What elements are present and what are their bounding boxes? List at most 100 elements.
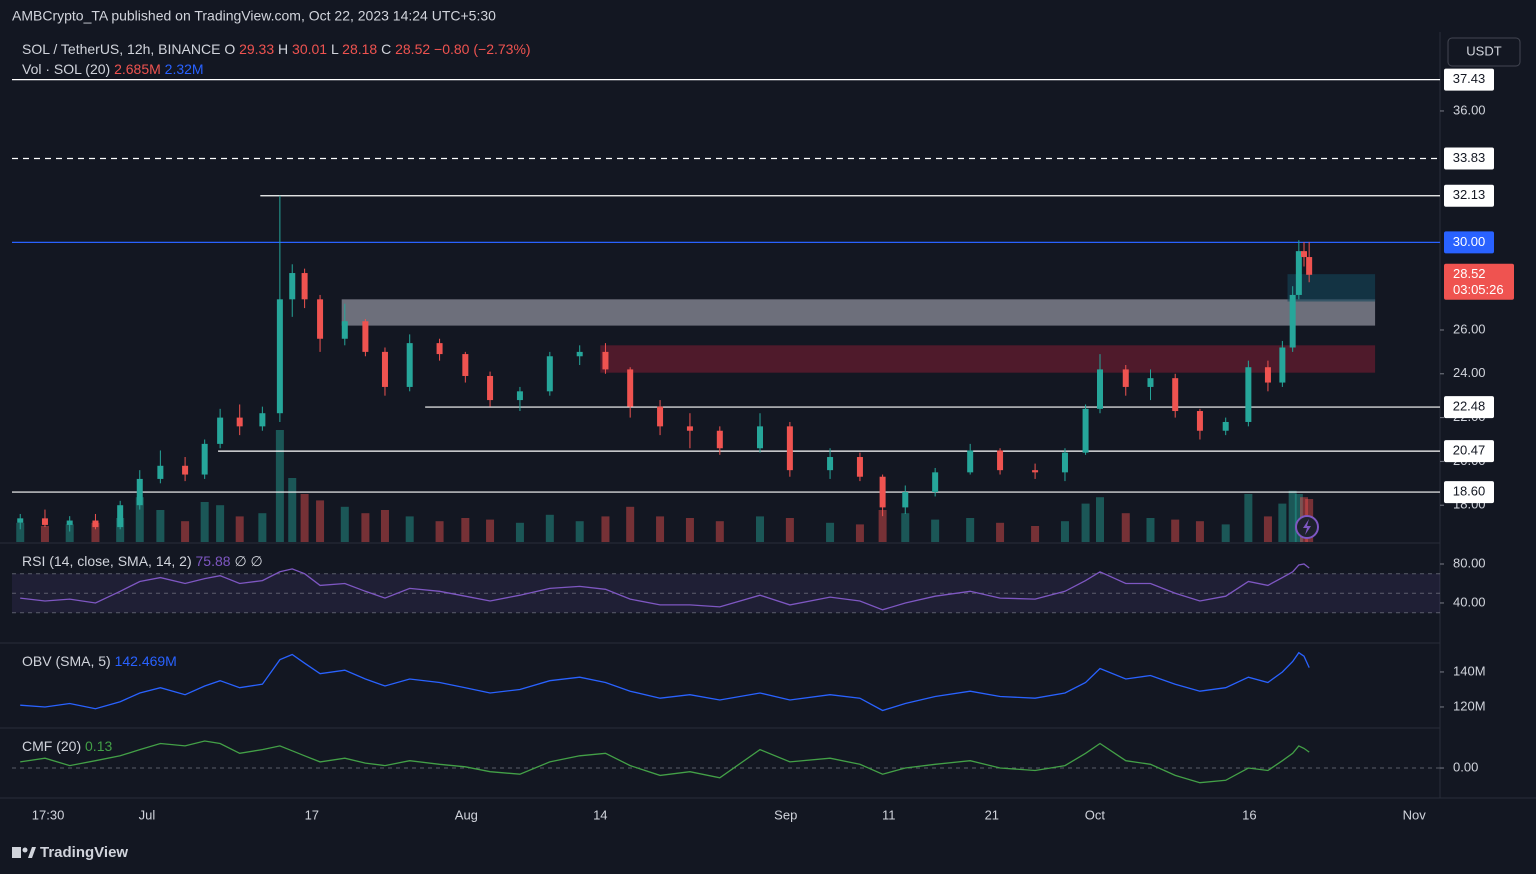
volume-bar: [685, 518, 694, 542]
time-tick-label: 16: [1242, 807, 1256, 822]
indicator-title: RSI (14, close, SMA, 14, 2): [22, 553, 192, 569]
volume-bar: [545, 514, 554, 542]
candle-body: [1301, 251, 1307, 258]
volume-bar: [931, 519, 940, 542]
volume-bar: [1031, 526, 1040, 542]
candle-body: [967, 450, 974, 473]
time-tick-label: Nov: [1403, 807, 1427, 822]
logo-mark: [12, 847, 21, 858]
candle-body: [786, 426, 793, 471]
volume-bar: [275, 430, 284, 542]
legend-line: RSI (14, close, SMA, 14, 2) 75.88 ∅ ∅: [22, 553, 263, 569]
candle-body: [41, 518, 48, 525]
candle-body: [301, 273, 308, 300]
currency-button-label[interactable]: USDT: [1466, 43, 1501, 58]
candle-body: [1122, 369, 1129, 387]
candle-body: [1222, 421, 1229, 431]
candle-body: [136, 478, 143, 506]
candle-body: [576, 351, 583, 357]
candle-body: [856, 457, 863, 477]
candle-body: [1082, 408, 1089, 453]
currency-button[interactable]: [1447, 37, 1521, 67]
candle-body: [1172, 378, 1179, 412]
volume-bar: [855, 524, 864, 542]
candle-body: [902, 492, 909, 508]
time-tick-label: Sep: [774, 807, 797, 822]
candle-body: [236, 417, 243, 427]
indicator-tick-label: 80.00: [1453, 555, 1486, 570]
level-label: 37.43: [1453, 71, 1486, 86]
volume-bar: [1278, 503, 1287, 542]
candle-body: [1279, 347, 1286, 383]
indicator-value: 75.88: [196, 553, 231, 569]
indicator-title: CMF (20): [22, 738, 81, 754]
zone: [341, 299, 1376, 326]
ohlc-label: O: [224, 41, 235, 57]
volume-bar: [361, 513, 370, 542]
indicator-line: [20, 740, 1310, 784]
volume-bar: [626, 506, 635, 542]
chart-layer: SOL / TetherUS, 12h, BINANCE O 29.33 H 3…: [12, 41, 1514, 822]
volume-bar: [316, 500, 325, 542]
candle-body: [157, 465, 164, 479]
last-price-label: 28.52: [1453, 266, 1486, 281]
ohlc-label: H: [278, 41, 288, 57]
level-label-box: [1444, 68, 1494, 91]
volume-bar: [1171, 519, 1180, 542]
volume-bar: [1096, 497, 1104, 542]
ohlc-value: 30.01: [292, 41, 327, 57]
candle-body: [381, 351, 388, 387]
volume-bar: [300, 494, 309, 542]
legend-line: OBV (SMA, 5) 142.469M: [22, 653, 177, 669]
candle-body: [1061, 452, 1068, 473]
level-label: 33.83: [1453, 150, 1486, 165]
volume-bar: [575, 521, 584, 542]
candle-body: [17, 518, 24, 523]
volume-bar: [200, 502, 209, 542]
indicator-tick-label: 40.00: [1453, 594, 1486, 609]
indicator-line: [20, 563, 1310, 611]
volume-bar: [181, 521, 190, 542]
volume-bar: [288, 478, 297, 542]
volume-bar: [461, 518, 470, 542]
volume-bar: [601, 516, 610, 542]
volume-bar: [1221, 524, 1230, 542]
candle-body: [686, 426, 693, 431]
zone: [1287, 274, 1376, 302]
legend-line: Vol · SOL (20) 2.685M 2.32M: [22, 61, 204, 77]
candle-body: [462, 354, 469, 376]
candle-body: [217, 417, 224, 444]
level-label: 20.47: [1453, 443, 1486, 458]
volume-bar: [1146, 518, 1155, 542]
indicator-line: [20, 651, 1310, 712]
candle-body: [1147, 378, 1154, 387]
legend-line: SOL / TetherUS, 12h, BINANCE O 29.33 H 3…: [22, 41, 531, 57]
footer-logo: TradingView: [40, 844, 128, 861]
volume-bar: [901, 513, 910, 542]
candle-body: [757, 426, 763, 449]
level-label: 22.48: [1453, 399, 1486, 414]
time-tick-label: 11: [882, 807, 896, 822]
indicator-tick-label: 140M: [1453, 663, 1486, 678]
candle-body: [546, 356, 553, 392]
candle-body: [66, 520, 73, 525]
level-label-box: [1444, 184, 1494, 207]
price-tick-label: 26.00: [1453, 321, 1486, 336]
indicator-tick-label: 0.00: [1453, 759, 1478, 774]
symbol-title: SOL / TetherUS, 12h, BINANCE: [22, 41, 220, 57]
last-price-box: [1444, 263, 1514, 300]
indicator-title: OBV (SMA, 5): [22, 653, 111, 669]
volume-last: 2.685M: [114, 61, 161, 77]
countdown: 03:05:26: [1453, 282, 1504, 297]
publisher-line: AMBCrypto_TA published on TradingView.co…: [12, 8, 496, 24]
candle-body: [289, 273, 296, 300]
volume-bar: [966, 518, 975, 542]
volume-bar: [216, 505, 225, 542]
candle-body: [627, 369, 634, 407]
volume-bar: [435, 521, 444, 542]
candle-body: [602, 351, 609, 370]
time-tick-label: 14: [593, 807, 607, 822]
volume-bar: [715, 521, 724, 542]
volume-bar: [156, 510, 165, 542]
